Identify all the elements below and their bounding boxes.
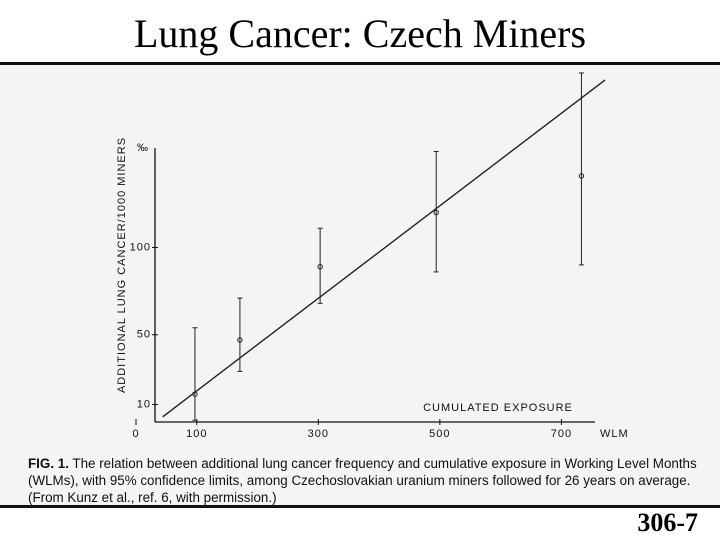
x-tick-label: 500 — [429, 428, 450, 440]
data-point — [192, 391, 198, 397]
y-tick-label: 10 — [137, 398, 151, 410]
x-tick-label: 100 — [186, 428, 207, 440]
x-tick-label: 300 — [308, 428, 329, 440]
data-point — [237, 337, 243, 343]
x-tick-label: 0 — [132, 428, 139, 440]
data-point — [578, 173, 585, 179]
y-unit: ‰ — [137, 142, 149, 154]
fit-line — [162, 79, 606, 418]
caption: FIG. 1. The relation between additional … — [28, 455, 714, 506]
caption-text: The relation between additional lung can… — [28, 456, 697, 505]
y-tick-label: 100 — [130, 241, 151, 253]
data-point — [317, 263, 323, 270]
figure-panel — [0, 62, 720, 508]
x-tick-label: 700 — [551, 428, 572, 440]
annotation: CUMULATED EXPOSURE — [423, 402, 573, 414]
data-point — [433, 209, 439, 216]
x-axis-label: WLM — [600, 428, 629, 440]
slide-title: Lung Cancer: Czech Miners — [133, 11, 587, 56]
slide-number: 306-7 — [637, 508, 698, 537]
y-axis-label: ADDITIONAL LUNG CANCER/1000 MINERS — [116, 137, 128, 393]
caption-label: FIG. 1. — [28, 456, 69, 471]
y-tick-label: 50 — [137, 329, 151, 341]
